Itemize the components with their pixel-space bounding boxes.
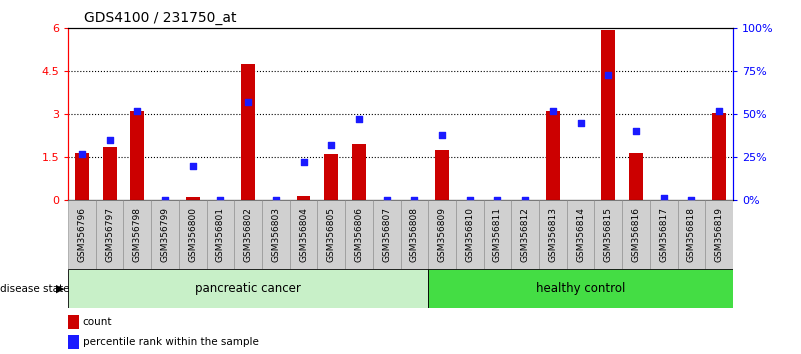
Text: GSM356817: GSM356817: [659, 207, 668, 262]
Bar: [352, 144, 366, 200]
Bar: [484, 200, 511, 269]
Bar: [186, 196, 199, 200]
Bar: [712, 113, 726, 200]
Point: [242, 99, 255, 105]
Text: GSM356819: GSM356819: [714, 207, 723, 262]
Text: GSM356818: GSM356818: [687, 207, 696, 262]
Text: GSM356810: GSM356810: [465, 207, 474, 262]
Bar: [151, 200, 179, 269]
Text: GSM356802: GSM356802: [244, 207, 252, 262]
Bar: [131, 111, 144, 200]
Point: [685, 197, 698, 203]
Bar: [179, 200, 207, 269]
Text: GSM356799: GSM356799: [160, 207, 170, 262]
Text: GSM356814: GSM356814: [576, 207, 585, 262]
Text: count: count: [83, 318, 112, 327]
Text: GSM356797: GSM356797: [105, 207, 114, 262]
Text: healthy control: healthy control: [536, 282, 626, 295]
Point: [658, 195, 670, 201]
Bar: [207, 200, 235, 269]
Text: GSM356806: GSM356806: [355, 207, 364, 262]
Text: GSM356807: GSM356807: [382, 207, 391, 262]
Bar: [650, 200, 678, 269]
Bar: [68, 335, 78, 348]
Bar: [68, 315, 78, 329]
Text: GSM356808: GSM356808: [410, 207, 419, 262]
Bar: [629, 153, 643, 200]
Point: [297, 159, 310, 165]
Text: GDS4100 / 231750_at: GDS4100 / 231750_at: [84, 11, 236, 25]
Text: GSM356816: GSM356816: [631, 207, 641, 262]
Bar: [622, 200, 650, 269]
Bar: [96, 200, 123, 269]
Text: GSM356798: GSM356798: [133, 207, 142, 262]
Bar: [241, 64, 255, 200]
Text: GSM356812: GSM356812: [521, 207, 529, 262]
Bar: [262, 200, 290, 269]
Bar: [103, 147, 117, 200]
Bar: [400, 200, 429, 269]
Bar: [68, 200, 96, 269]
Bar: [296, 196, 311, 200]
Bar: [123, 200, 151, 269]
Point: [463, 197, 476, 203]
Bar: [511, 200, 539, 269]
Bar: [372, 200, 400, 269]
Text: GSM356796: GSM356796: [78, 207, 87, 262]
Bar: [429, 200, 456, 269]
Point: [325, 142, 338, 148]
Text: GSM356800: GSM356800: [188, 207, 197, 262]
Bar: [546, 111, 560, 200]
Text: GSM356809: GSM356809: [437, 207, 446, 262]
Point: [269, 197, 282, 203]
Bar: [602, 30, 615, 200]
Point: [75, 151, 88, 156]
Text: GSM356805: GSM356805: [327, 207, 336, 262]
Bar: [435, 150, 449, 200]
Point: [159, 197, 171, 203]
Point: [713, 108, 726, 114]
Text: GSM356815: GSM356815: [604, 207, 613, 262]
Bar: [539, 200, 567, 269]
Point: [519, 197, 532, 203]
Text: pancreatic cancer: pancreatic cancer: [195, 282, 301, 295]
Text: GSM356804: GSM356804: [299, 207, 308, 262]
Text: percentile rank within the sample: percentile rank within the sample: [83, 337, 259, 347]
Point: [380, 197, 393, 203]
Point: [103, 137, 116, 143]
Bar: [75, 153, 89, 200]
Bar: [567, 200, 594, 269]
Point: [630, 129, 642, 134]
Text: GSM356813: GSM356813: [549, 207, 557, 262]
Text: GSM356803: GSM356803: [272, 207, 280, 262]
Bar: [345, 200, 372, 269]
Text: GSM356811: GSM356811: [493, 207, 502, 262]
Bar: [235, 200, 262, 269]
Point: [408, 197, 421, 203]
Point: [546, 108, 559, 114]
Bar: [68, 269, 429, 308]
Point: [214, 197, 227, 203]
Point: [187, 163, 199, 169]
Bar: [456, 200, 484, 269]
Bar: [678, 200, 705, 269]
Text: disease state: disease state: [0, 284, 70, 293]
Text: GSM356801: GSM356801: [216, 207, 225, 262]
Point: [574, 120, 587, 126]
Point: [131, 108, 143, 114]
Point: [491, 197, 504, 203]
Bar: [594, 200, 622, 269]
Bar: [429, 269, 733, 308]
Bar: [324, 154, 338, 200]
Bar: [290, 200, 317, 269]
Point: [436, 132, 449, 138]
Point: [352, 116, 365, 122]
Text: ▶: ▶: [55, 284, 64, 293]
Bar: [317, 200, 345, 269]
Point: [602, 72, 614, 78]
Bar: [705, 200, 733, 269]
